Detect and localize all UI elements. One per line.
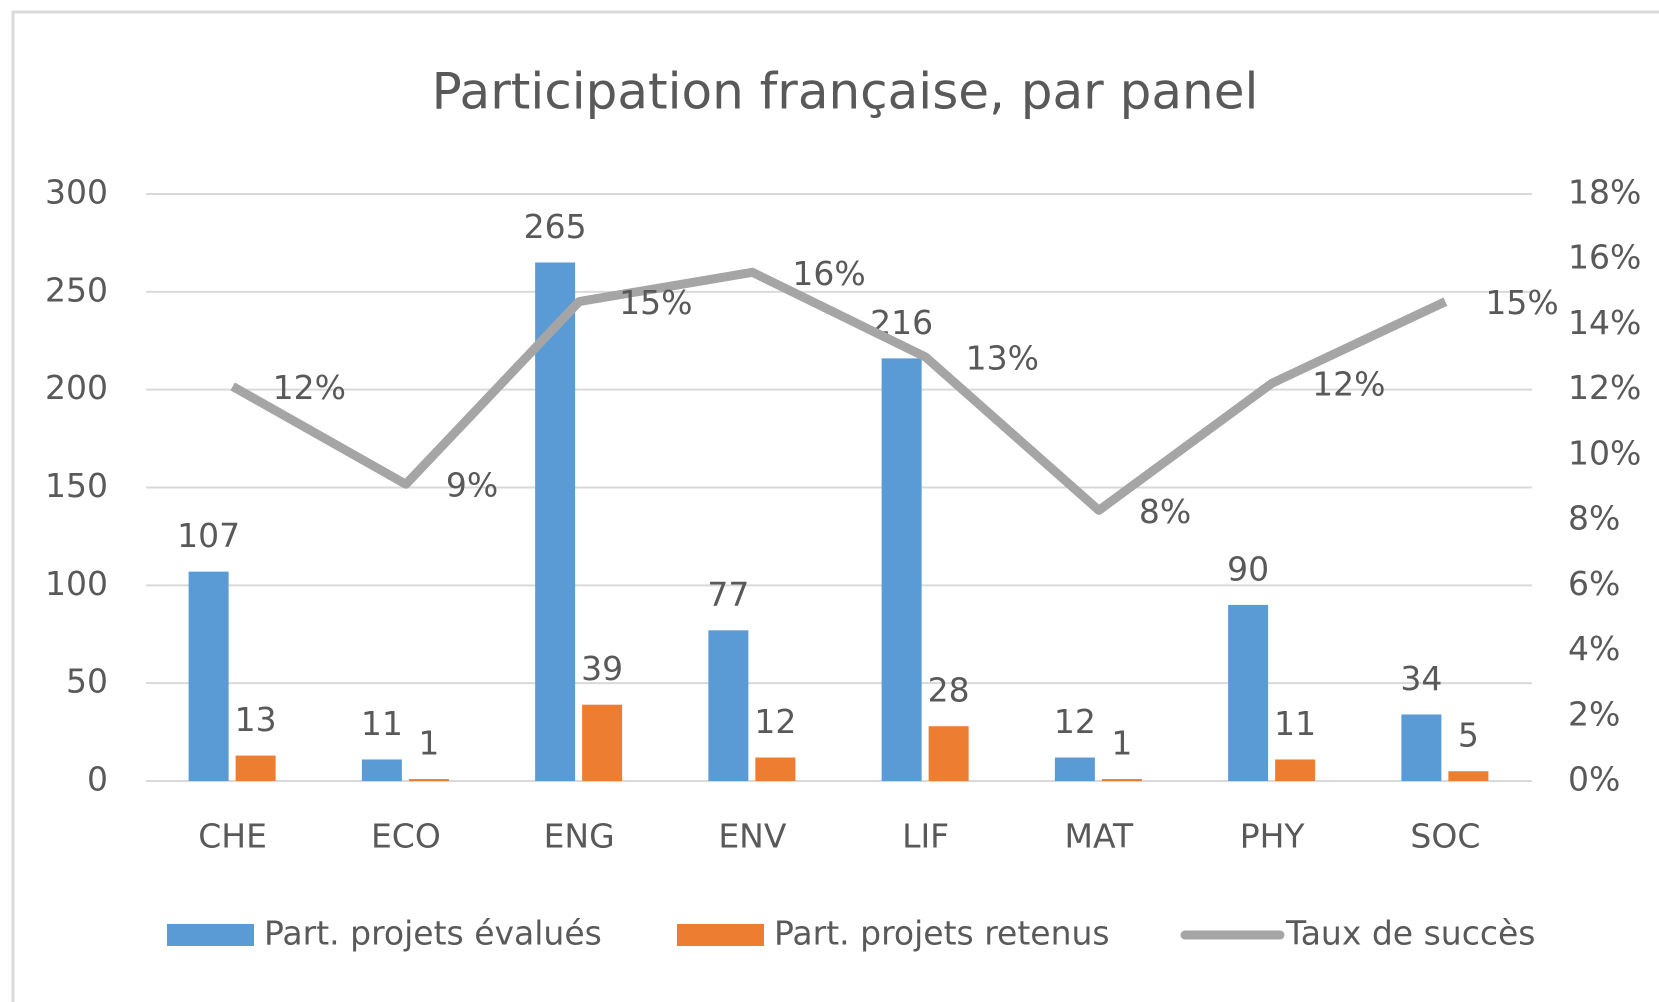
data-label: 1 [418,724,439,763]
line [230,267,1448,515]
data-label: 265 [524,207,587,246]
data-label: 90 [1227,549,1269,588]
data-label: 28 [928,671,970,710]
data-label: 34 [1400,659,1442,698]
y-tick-label: 150 [45,466,108,505]
bar [582,704,623,781]
bar [881,358,922,781]
x-tick-label: ECO [371,817,441,856]
data-label: 12 [1054,702,1096,741]
bar [1401,714,1442,781]
legend-swatch [167,924,254,946]
data-label: 12 [754,702,796,741]
y-tick-label: 100 [45,564,108,603]
y-tick-label: 200 [45,368,108,407]
data-label: 11 [1274,704,1316,743]
bar [1054,757,1095,781]
x-tick-label: SOC [1410,817,1480,856]
data-label: 15% [619,283,692,322]
y2-tick-label: 0% [1568,760,1620,799]
bar [1275,759,1316,781]
bar [928,726,969,781]
y2-tick-label: 18% [1568,173,1641,212]
bar [708,630,749,781]
x-tick-label: PHY [1240,817,1306,856]
bar [408,779,449,781]
bar [535,262,576,781]
legend-label: Taux de succès [1285,914,1535,953]
legend-swatch [677,924,764,946]
y-tick-label: 50 [66,662,108,701]
bar [361,759,402,781]
data-label: 77 [707,575,749,614]
data-label: 11 [361,704,403,743]
data-label: 39 [581,649,623,688]
x-tick-label: MAT [1065,817,1134,856]
y-tick-label: 0 [87,760,108,799]
chart-frame [11,10,1659,1002]
chart-title: Participation française, par panel [432,63,1259,121]
bar [1228,604,1269,781]
y2-tick-label: 16% [1568,238,1641,277]
y2-tick-label: 6% [1568,564,1620,603]
bar [755,757,796,781]
y2-tick-label: 14% [1568,303,1641,342]
y2-tick-label: 8% [1568,499,1620,538]
y-tick-label: 300 [45,173,108,212]
bar [235,755,276,781]
data-label: 1 [1111,724,1132,763]
y2-tick-label: 4% [1568,629,1620,668]
x-tick-label: LIF [902,817,949,856]
x-tick-label: ENV [718,817,787,856]
y2-tick-label: 10% [1568,433,1641,472]
y2-tick-label: 2% [1568,694,1620,733]
data-label: 9% [446,466,498,505]
data-label: 12% [1312,365,1385,404]
data-label: 12% [273,368,346,407]
data-label: 13 [235,700,277,739]
data-label: 107 [177,516,240,555]
bar [1448,771,1489,781]
legend-label: Part. projets retenus [774,914,1110,953]
bar [1101,779,1142,781]
x-tick-label: CHE [198,817,267,856]
data-label: 16% [792,254,865,293]
y-tick-label: 250 [45,270,108,309]
data-label: 8% [1139,492,1191,531]
data-label: 15% [1485,283,1558,322]
legend-label: Part. projets évalués [264,914,602,953]
data-label: 5 [1458,716,1479,755]
y2-tick-label: 12% [1568,368,1641,407]
data-label: 13% [966,339,1039,378]
bar [188,571,229,781]
x-tick-label: ENG [544,817,615,856]
